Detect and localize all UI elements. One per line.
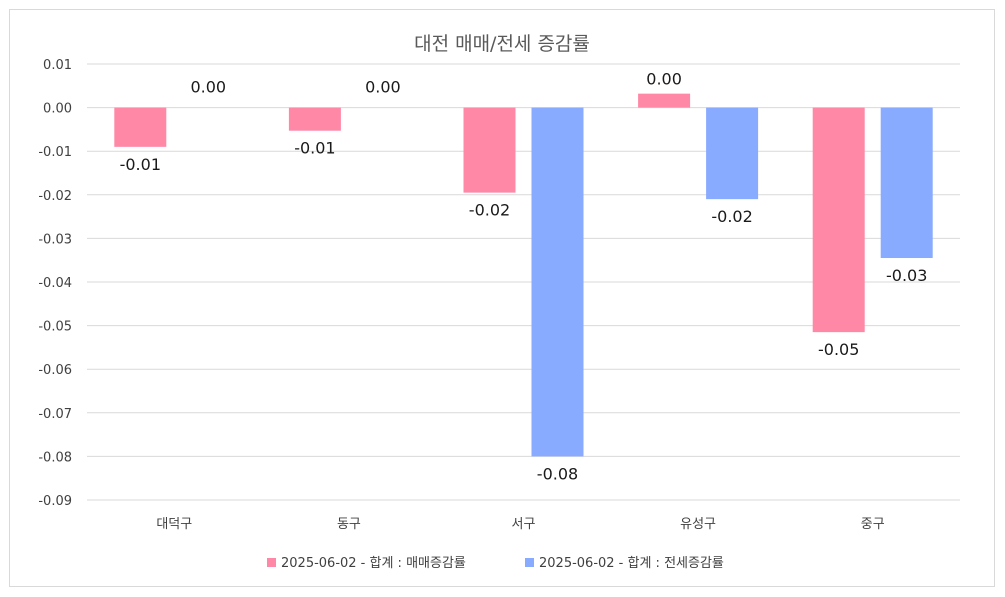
data-labels: -0.01 0.00 -0.01 0.00 -0.02 -0.08 0.00 -0.02 -0.…	[120, 70, 928, 484]
data-label: -0.05	[818, 340, 859, 359]
y-tick-label: -0.04	[38, 276, 72, 291]
bar	[288, 107, 341, 131]
legend-swatch	[525, 558, 534, 567]
data-label: 0.00	[365, 78, 401, 97]
data-label: -0.02	[711, 207, 752, 226]
chart-title: 대전 매매/전세 증감률	[414, 33, 590, 55]
data-label: -0.02	[469, 201, 510, 220]
y-tick-label: 0.00	[43, 102, 72, 117]
y-tick-label: -0.02	[38, 189, 72, 204]
bars	[114, 93, 933, 457]
y-tick-label: 0.01	[43, 58, 72, 73]
bar	[463, 107, 516, 193]
legend: 2025-06-02 - 합계 : 매매증감률 2025-06-02 - 합계 :…	[267, 556, 724, 571]
bar	[531, 107, 584, 457]
bar	[114, 107, 167, 147]
legend-swatch	[267, 558, 276, 567]
x-tick-label: 서구	[512, 517, 536, 532]
x-axis: 대덕구 동구 서구 유성구 중구	[156, 517, 884, 532]
legend-label: 2025-06-02 - 합계 : 전세증감률	[539, 556, 724, 571]
y-tick-label: -0.01	[38, 145, 72, 160]
bar	[638, 93, 691, 108]
y-tick-label: -0.07	[38, 407, 72, 422]
bar	[812, 107, 865, 333]
data-label: 0.00	[646, 70, 682, 89]
y-tick-label: -0.09	[38, 494, 72, 509]
data-label: -0.01	[120, 155, 161, 174]
data-label: -0.01	[294, 139, 335, 158]
data-label: -0.08	[537, 464, 578, 483]
x-tick-label: 중구	[861, 517, 885, 532]
legend-label: 2025-06-02 - 합계 : 매매증감률	[281, 556, 466, 571]
x-tick-label: 유성구	[680, 517, 716, 532]
bar	[880, 107, 933, 259]
y-tick-label: -0.03	[38, 232, 72, 247]
data-label: 0.00	[190, 78, 226, 97]
y-tick-label: -0.08	[38, 450, 72, 465]
x-tick-label: 동구	[337, 517, 361, 532]
x-tick-label: 대덕구	[156, 517, 192, 532]
y-tick-label: -0.06	[38, 363, 72, 378]
data-label: -0.03	[886, 266, 927, 285]
y-tick-label: -0.05	[38, 320, 72, 335]
bar	[706, 107, 759, 200]
y-axis: 0.01 0.00 -0.01 -0.02 -0.03 -0.04 -0.05 -0.06 -0…	[38, 58, 72, 509]
